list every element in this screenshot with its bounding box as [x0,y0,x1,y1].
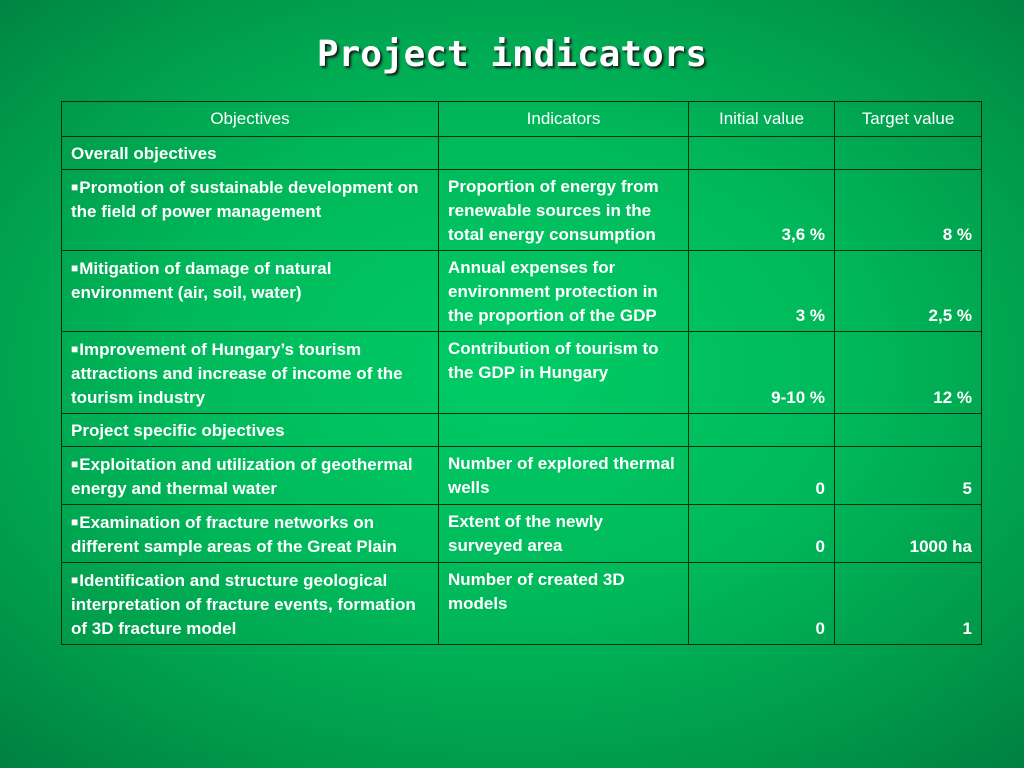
table-row: ■Promotion of sustainable development on… [61,169,982,251]
initial-value-cell: 0 [688,562,835,645]
empty-cell [688,136,835,170]
section-label-overall: Overall objectives [61,136,439,170]
section-row: Overall objectives [61,136,982,170]
target-value-cell: 2,5 % [834,250,982,332]
objective-cell: ■Improvement of Hungary’s tourism attrac… [61,331,439,414]
initial-value-cell: 0 [688,446,835,505]
objective-text: Identification and structure geological … [71,571,416,638]
objective-text: Mitigation of damage of natural environm… [71,259,332,302]
empty-cell [834,413,982,447]
empty-cell [438,413,689,447]
objective-text: Promotion of sustainable development on … [71,178,419,221]
header-indicators: Indicators [438,101,689,137]
header-objectives: Objectives [61,101,439,137]
square-bullet-icon: ■ [71,573,79,587]
square-bullet-icon: ■ [71,515,79,529]
indicator-cell: Number of explored thermal wells [438,446,689,505]
objective-cell: ■Promotion of sustainable development on… [61,169,439,251]
table-row: ■Mitigation of damage of natural environ… [61,250,982,332]
indicator-cell: Proportion of energy from renewable sour… [438,169,689,251]
slide-title: Project indicators [316,34,708,75]
objective-text: Exploitation and utilization of geotherm… [71,455,413,498]
objective-text: Improvement of Hungary’s tourism attract… [71,340,403,407]
table-row: ■Improvement of Hungary’s tourism attrac… [61,331,982,414]
objective-cell: ■Exploitation and utilization of geother… [61,446,439,505]
empty-cell [688,413,835,447]
indicator-cell: Contribution of tourism to the GDP in Hu… [438,331,689,414]
target-value-cell: 1 [834,562,982,645]
header-target-value: Target value [834,101,982,137]
target-value-cell: 5 [834,446,982,505]
target-value-cell: 12 % [834,331,982,414]
section-row: Project specific objectives [61,413,982,447]
square-bullet-icon: ■ [71,457,79,471]
indicators-table: Objectives Indicators Initial value Targ… [61,101,982,645]
target-value-cell: 1000 ha [834,504,982,563]
square-bullet-icon: ■ [71,261,79,275]
empty-cell [438,136,689,170]
empty-cell [834,136,982,170]
table-row: ■Exploitation and utilization of geother… [61,446,982,505]
table-row: ■Examination of fracture networks on dif… [61,504,982,563]
square-bullet-icon: ■ [71,180,79,194]
header-row: Objectives Indicators Initial value Targ… [61,101,982,137]
header-initial-value: Initial value [688,101,835,137]
square-bullet-icon: ■ [71,342,79,356]
objective-cell: ■Identification and structure geological… [61,562,439,645]
initial-value-cell: 9-10 % [688,331,835,414]
objective-text: Examination of fracture networks on diff… [71,513,397,556]
table-row: ■Identification and structure geological… [61,562,982,645]
initial-value-cell: 3,6 % [688,169,835,251]
indicator-cell: Extent of the newly surveyed area [438,504,689,563]
section-label-project-specific: Project specific objectives [61,413,439,447]
initial-value-cell: 0 [688,504,835,563]
objective-cell: ■Mitigation of damage of natural environ… [61,250,439,332]
target-value-cell: 8 % [834,169,982,251]
indicator-cell: Number of created 3D models [438,562,689,645]
initial-value-cell: 3 % [688,250,835,332]
indicator-cell: Annual expenses for environment protecti… [438,250,689,332]
objective-cell: ■Examination of fracture networks on dif… [61,504,439,563]
